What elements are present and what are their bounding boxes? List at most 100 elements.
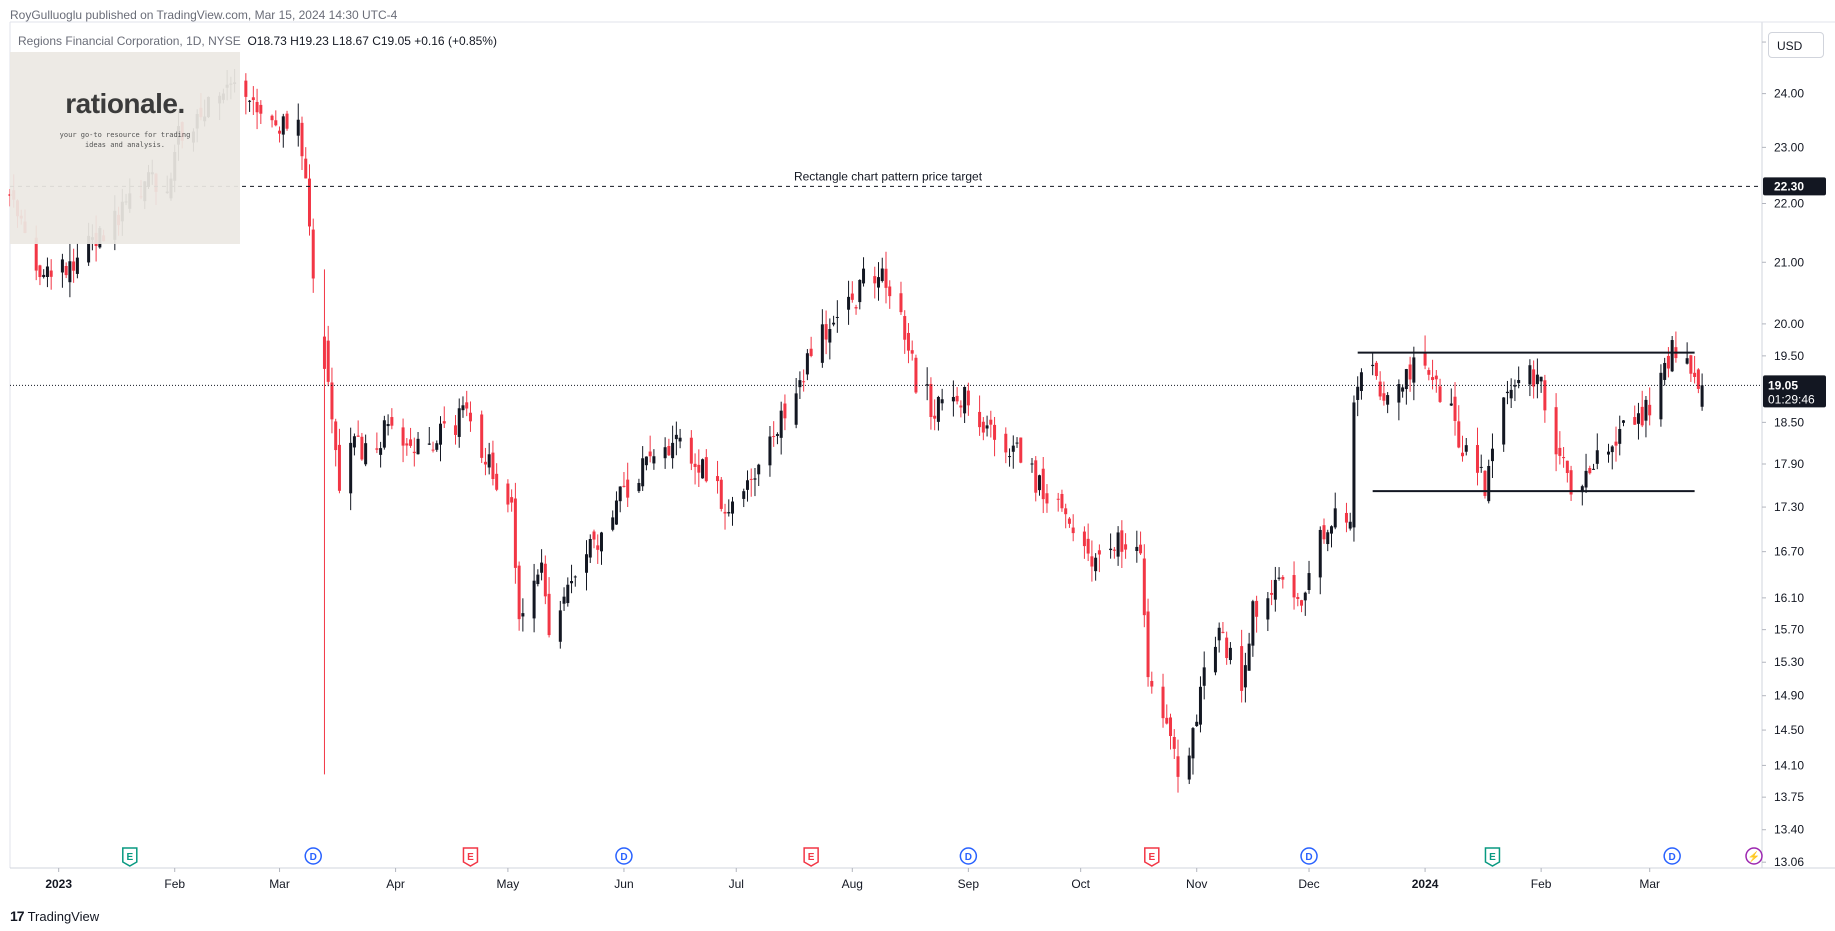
upcoming-event-icon[interactable]: ⚡ xyxy=(1745,847,1763,865)
time-tick-label: Jul xyxy=(729,877,744,891)
event-marker-shape xyxy=(1300,847,1318,865)
candle xyxy=(1408,356,1412,392)
candle xyxy=(364,434,368,467)
price-tick-label: 15.70 xyxy=(1774,623,1804,637)
candle xyxy=(352,433,356,456)
earnings-marker[interactable]: E xyxy=(122,847,138,867)
candle xyxy=(255,88,259,130)
candle xyxy=(1371,352,1375,376)
candle-body xyxy=(697,464,701,473)
candle xyxy=(674,421,678,456)
candle xyxy=(1086,523,1090,562)
candle-body xyxy=(1060,493,1064,509)
candle xyxy=(1558,431,1562,465)
candle xyxy=(1554,393,1558,472)
candle-body xyxy=(349,442,353,494)
tradingview-logo[interactable]: 17 TradingView xyxy=(10,908,99,924)
candle-body xyxy=(963,386,967,414)
earnings-marker[interactable]: E xyxy=(803,847,819,867)
candle xyxy=(906,323,910,364)
tradingview-logo-text: TradingView xyxy=(27,908,100,924)
candle xyxy=(468,401,472,432)
candle-body xyxy=(558,610,562,642)
event-marker-letter: E xyxy=(1489,852,1496,863)
candle xyxy=(951,380,955,417)
candle xyxy=(322,269,326,775)
dividend-marker[interactable]: D xyxy=(304,847,322,865)
price-tick-label: 17.90 xyxy=(1774,457,1804,471)
candle-body xyxy=(326,340,330,382)
candle-body xyxy=(1640,406,1644,426)
dividend-marker[interactable]: D xyxy=(1663,847,1681,865)
candle xyxy=(701,458,705,479)
candle xyxy=(1266,591,1270,632)
currency-selector[interactable]: USD xyxy=(1768,32,1824,58)
candle xyxy=(1434,370,1438,393)
candle xyxy=(1453,382,1457,436)
candle xyxy=(1292,561,1296,610)
candle xyxy=(1198,676,1202,733)
candle xyxy=(1300,599,1304,613)
time-tick-label: Apr xyxy=(386,877,405,891)
earnings-marker[interactable]: E xyxy=(1484,847,1501,867)
candle xyxy=(1464,437,1468,456)
candle-body xyxy=(45,266,49,278)
candle xyxy=(1097,544,1101,573)
candle xyxy=(1277,567,1281,581)
candle-body xyxy=(701,459,705,479)
rationale-watermark: rationale. your go-to resource for tradi… xyxy=(10,52,240,244)
candle xyxy=(1607,443,1611,463)
candle xyxy=(42,269,46,279)
candle xyxy=(1535,358,1539,399)
candle xyxy=(858,279,862,310)
candle-body xyxy=(270,115,274,121)
candle xyxy=(1610,445,1614,470)
candle xyxy=(1502,397,1506,452)
candle-body xyxy=(772,436,776,438)
candle xyxy=(1592,463,1596,470)
candle-body xyxy=(1670,340,1674,372)
candle-body xyxy=(783,403,787,419)
time-tick-label: Jun xyxy=(614,877,633,891)
dividend-marker[interactable]: D xyxy=(1300,847,1318,865)
candle xyxy=(723,503,727,530)
candle-body xyxy=(727,512,731,514)
dividend-marker[interactable]: D xyxy=(959,847,978,865)
candle-body xyxy=(1408,364,1412,380)
candle-body xyxy=(536,574,540,585)
candle xyxy=(244,73,248,115)
candle-body xyxy=(1071,527,1075,534)
candle-body xyxy=(573,576,577,578)
candle xyxy=(618,486,622,513)
event-marker-shape xyxy=(1663,847,1681,865)
earnings-marker[interactable]: E xyxy=(462,847,479,867)
price-tick-label: 17.30 xyxy=(1774,500,1804,514)
candle-body xyxy=(828,329,832,343)
candle-body xyxy=(1464,445,1468,452)
candle-body xyxy=(1543,380,1547,411)
candle xyxy=(285,110,289,131)
dividend-marker[interactable]: D xyxy=(615,847,633,865)
candle xyxy=(1461,435,1465,462)
candle xyxy=(1019,437,1023,464)
candle-body xyxy=(1438,386,1442,402)
candle-body xyxy=(1621,420,1625,423)
candle-body xyxy=(1004,433,1008,453)
candle xyxy=(914,354,918,394)
candle-body xyxy=(570,581,574,584)
candle-body xyxy=(716,476,720,482)
candle xyxy=(375,432,379,454)
candle-body xyxy=(1112,549,1116,551)
candle-body xyxy=(439,423,443,445)
candle xyxy=(1621,419,1625,427)
candle xyxy=(1584,453,1588,493)
earnings-marker[interactable]: E xyxy=(1144,847,1160,867)
candle xyxy=(585,540,589,591)
candle-body xyxy=(311,229,315,279)
candle xyxy=(1663,357,1667,386)
candle-body xyxy=(1198,686,1202,725)
candle-body xyxy=(723,511,727,514)
candle xyxy=(1094,553,1098,581)
